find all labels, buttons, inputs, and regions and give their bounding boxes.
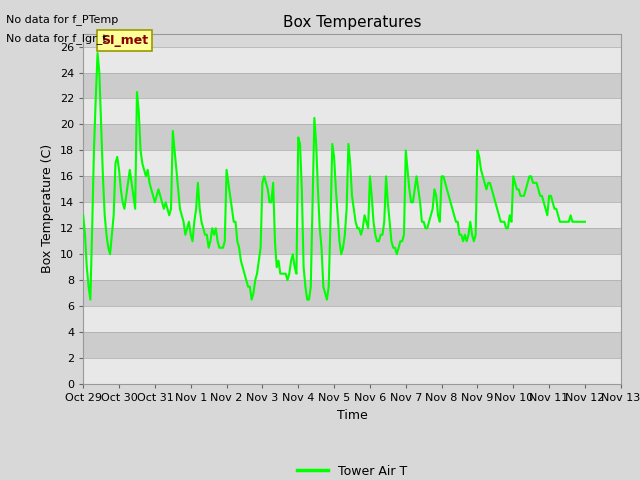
Bar <box>83 228 621 254</box>
Text: SI_met: SI_met <box>101 34 148 47</box>
Bar <box>83 47 621 72</box>
Bar <box>83 332 621 358</box>
Legend: Tower Air T: Tower Air T <box>292 460 412 480</box>
Bar <box>83 202 621 228</box>
Text: No data for f_PTemp: No data for f_PTemp <box>6 14 118 25</box>
Bar <box>83 306 621 332</box>
Bar <box>83 358 621 384</box>
Bar <box>83 72 621 98</box>
Title: Box Temperatures: Box Temperatures <box>283 15 421 30</box>
Bar <box>83 98 621 124</box>
Bar <box>83 176 621 202</box>
Bar <box>83 254 621 280</box>
X-axis label: Time: Time <box>337 408 367 421</box>
Bar <box>83 124 621 150</box>
Bar <box>83 280 621 306</box>
Text: No data for f_lgr_t: No data for f_lgr_t <box>6 33 107 44</box>
Bar <box>83 150 621 176</box>
Y-axis label: Box Temperature (C): Box Temperature (C) <box>42 144 54 274</box>
